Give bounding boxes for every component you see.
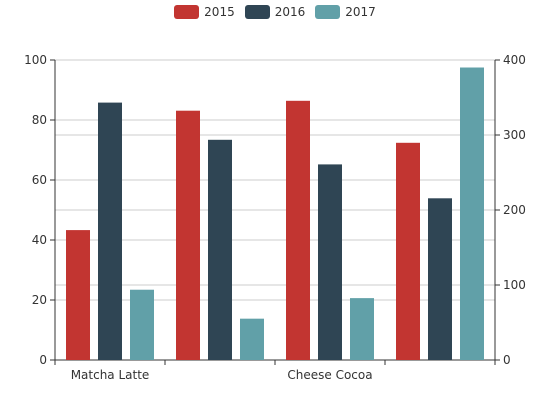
- bar-2016-0: [98, 102, 122, 360]
- legend-swatch: [315, 5, 341, 19]
- legend-item-2017[interactable]: 2017: [315, 5, 376, 19]
- right-axis-tick-label: 0: [503, 353, 511, 367]
- legend-swatch: [244, 5, 270, 19]
- bar-2017-0: [130, 289, 154, 360]
- bar-2017-3: [460, 67, 484, 360]
- left-axis-tick-label: 20: [32, 293, 47, 307]
- bar-2016-2: [318, 164, 342, 360]
- bar-2016-1: [208, 139, 232, 360]
- bar-2017-1: [240, 318, 264, 360]
- legend-label: 2016: [274, 5, 306, 19]
- legend-swatch: [174, 5, 200, 19]
- left-axis-tick-label: 80: [32, 113, 47, 127]
- legend: 2015 2016 2017: [0, 3, 550, 21]
- bar-2015-3: [396, 142, 420, 360]
- x-axis-category-label: Matcha Latte: [71, 368, 150, 382]
- left-axis-tick-label: 60: [32, 173, 47, 187]
- legend-item-2016[interactable]: 2016: [244, 5, 306, 19]
- left-axis-tick-label: 0: [39, 353, 47, 367]
- left-axis-tick-label: 40: [32, 233, 47, 247]
- bar-2015-0: [66, 230, 90, 360]
- x-axis-category-label: Cheese Cocoa: [287, 368, 372, 382]
- bar-2016-3: [428, 198, 452, 360]
- legend-item-2015[interactable]: 2015: [174, 5, 235, 19]
- legend-label: 2017: [345, 5, 376, 19]
- right-axis-tick-label: 300: [503, 128, 526, 142]
- bar-2015-1: [176, 110, 200, 360]
- bar-2015-2: [286, 100, 310, 361]
- right-axis-tick-label: 200: [503, 203, 526, 217]
- right-axis-tick-label: 400: [503, 53, 526, 67]
- left-axis-tick-label: 100: [24, 53, 47, 67]
- right-axis-tick-label: 100: [503, 278, 526, 292]
- bar-2017-2: [350, 298, 374, 360]
- legend-label: 2015: [204, 5, 235, 19]
